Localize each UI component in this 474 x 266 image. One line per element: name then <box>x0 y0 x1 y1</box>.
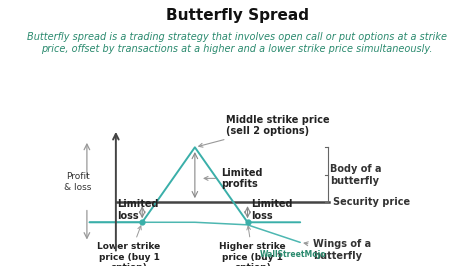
Text: Security price: Security price <box>333 197 410 207</box>
Text: Butterfly spread is a trading strategy that involves open call or put options at: Butterfly spread is a trading strategy t… <box>27 32 447 53</box>
Text: Limited
loss: Limited loss <box>117 200 159 221</box>
Text: Limited
loss: Limited loss <box>252 200 293 221</box>
Text: Limited
profits: Limited profits <box>204 168 263 189</box>
Text: Middle strike price
(sell 2 options): Middle strike price (sell 2 options) <box>199 115 330 147</box>
Text: Higher strike
price (buy 1
option): Higher strike price (buy 1 option) <box>219 226 286 266</box>
Text: Lower strike
price (buy 1
option): Lower strike price (buy 1 option) <box>98 226 161 266</box>
Text: Body of a
butterfly: Body of a butterfly <box>330 164 382 185</box>
Text: WallStreetMojo: WallStreetMojo <box>260 250 327 259</box>
Text: Butterfly Spread: Butterfly Spread <box>165 8 309 23</box>
Text: Wings of a
butterfly: Wings of a butterfly <box>304 239 372 260</box>
Text: Profit
& loss: Profit & loss <box>64 172 91 192</box>
